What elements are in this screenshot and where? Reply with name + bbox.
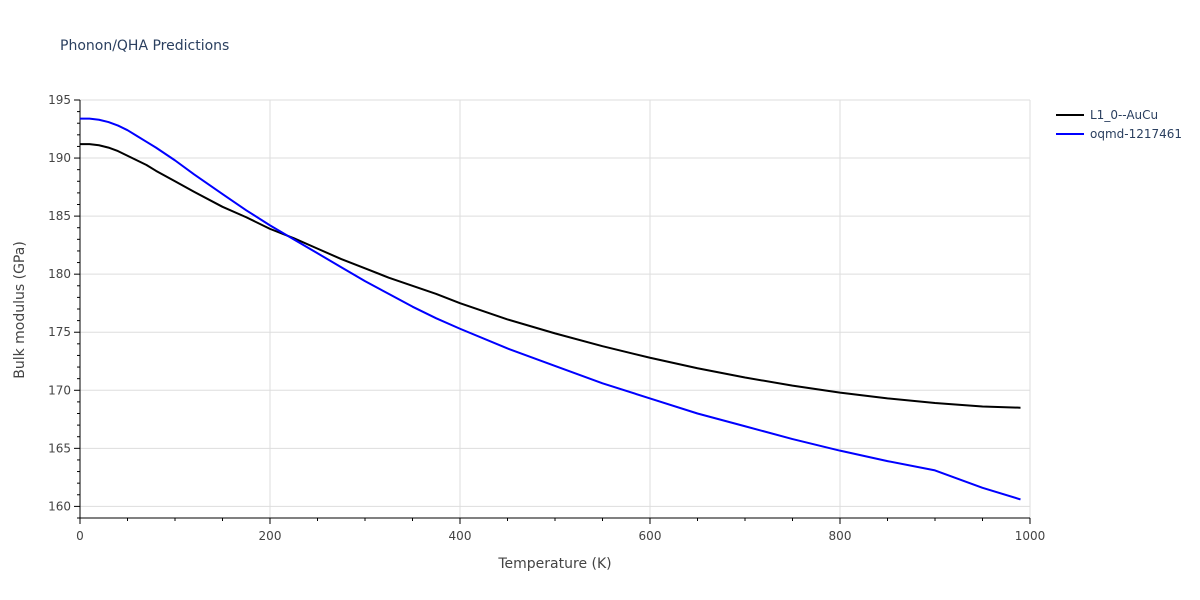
series-lines [80, 117, 1021, 501]
grid [80, 99, 1031, 518]
x-tick-label: 800 [829, 529, 852, 543]
y-tick-label: 165 [48, 441, 71, 455]
legend-label-1: oqmd-1217461 [1090, 127, 1182, 141]
series-line-0 [80, 143, 1021, 409]
x-tick-label: 1000 [1015, 529, 1046, 543]
x-tick-label: 400 [449, 529, 472, 543]
y-axis-title: Bulk modulus (GPa) [12, 241, 28, 379]
axes [74, 99, 1031, 524]
y-tick-label: 180 [48, 267, 71, 281]
y-tick-label: 160 [48, 499, 71, 513]
y-axis-ticks: 160 165 170 175 180 185 190 195 [48, 93, 71, 513]
chart-title: Phonon/QHA Predictions [60, 38, 229, 54]
series-line-1 [80, 117, 1021, 501]
x-axis-title: Temperature (K) [497, 556, 611, 572]
x-tick-label: 200 [259, 529, 282, 543]
legend-label-0: L1_0--AuCu [1090, 108, 1158, 122]
x-tick-label: 0 [76, 529, 84, 543]
y-tick-label: 175 [48, 325, 71, 339]
y-tick-label: 195 [48, 93, 71, 107]
y-tick-label: 190 [48, 151, 71, 165]
legend: L1_0--AuCu oqmd-1217461 [1056, 108, 1182, 141]
y-tick-label: 170 [48, 383, 71, 397]
x-axis-ticks: 0 200 400 600 800 1000 [76, 529, 1045, 543]
x-tick-label: 600 [639, 529, 662, 543]
y-tick-label: 185 [48, 209, 71, 223]
